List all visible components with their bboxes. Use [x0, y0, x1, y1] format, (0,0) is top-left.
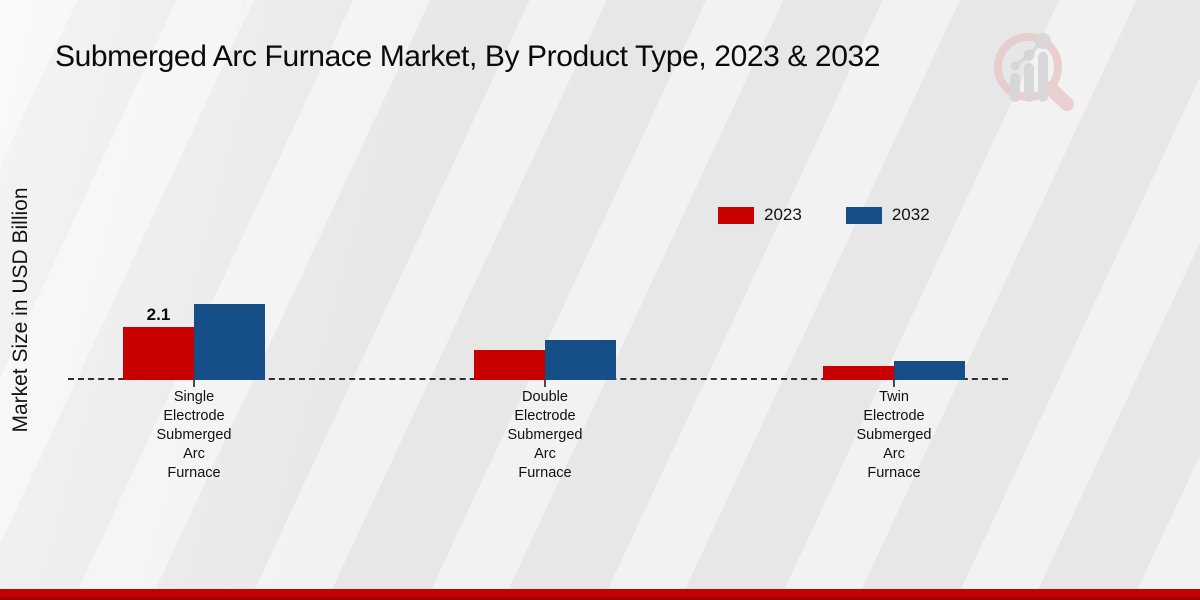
legend-swatch-2023: [718, 206, 754, 224]
legend: 2023 2032: [718, 205, 930, 225]
bar-value-label: 2.1: [146, 305, 171, 324]
bar-2032-single: [194, 304, 265, 380]
legend-item-2023: 2023: [718, 205, 802, 225]
bar-2023-double: [474, 350, 545, 380]
axis-tick-single: [193, 380, 195, 387]
bar-2023-twin: [823, 366, 894, 380]
legend-item-2032: 2032: [845, 205, 930, 225]
axis-tick-twin: [893, 380, 895, 387]
chart-title: Submerged Arc Furnace Market, By Product…: [55, 40, 881, 73]
category-label-double: Double Electrode Submerged Arc Furnace: [507, 389, 583, 481]
bar-2023-single: [123, 327, 194, 380]
category-label-single: Single Electrode Submerged Arc Furnace: [156, 389, 232, 481]
axis-tick-double: [544, 380, 546, 387]
bar-2032-double: [545, 340, 616, 380]
footer-red-band: [0, 589, 1200, 600]
legend-label-2032: 2032: [891, 205, 930, 224]
legend-label-2023: 2023: [764, 205, 802, 224]
magnifier-bar-chart-logo-icon: [994, 33, 1074, 111]
y-axis-label: Market Size in USD Billion: [9, 187, 32, 433]
bar-2032-twin: [894, 361, 965, 380]
legend-swatch-2032: [845, 206, 882, 224]
category-label-twin: Twin Electrode Submerged Arc Furnace: [856, 389, 932, 481]
